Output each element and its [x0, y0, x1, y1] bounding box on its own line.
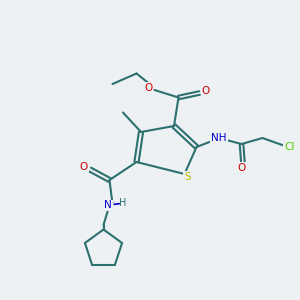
Text: N: N	[104, 200, 112, 211]
Text: S: S	[184, 172, 191, 182]
Text: O: O	[201, 86, 210, 97]
Text: O: O	[237, 163, 246, 173]
Text: O: O	[80, 161, 88, 172]
Text: NH: NH	[211, 133, 227, 143]
Text: H: H	[119, 197, 127, 208]
Text: Cl: Cl	[284, 142, 295, 152]
Text: O: O	[144, 82, 153, 93]
